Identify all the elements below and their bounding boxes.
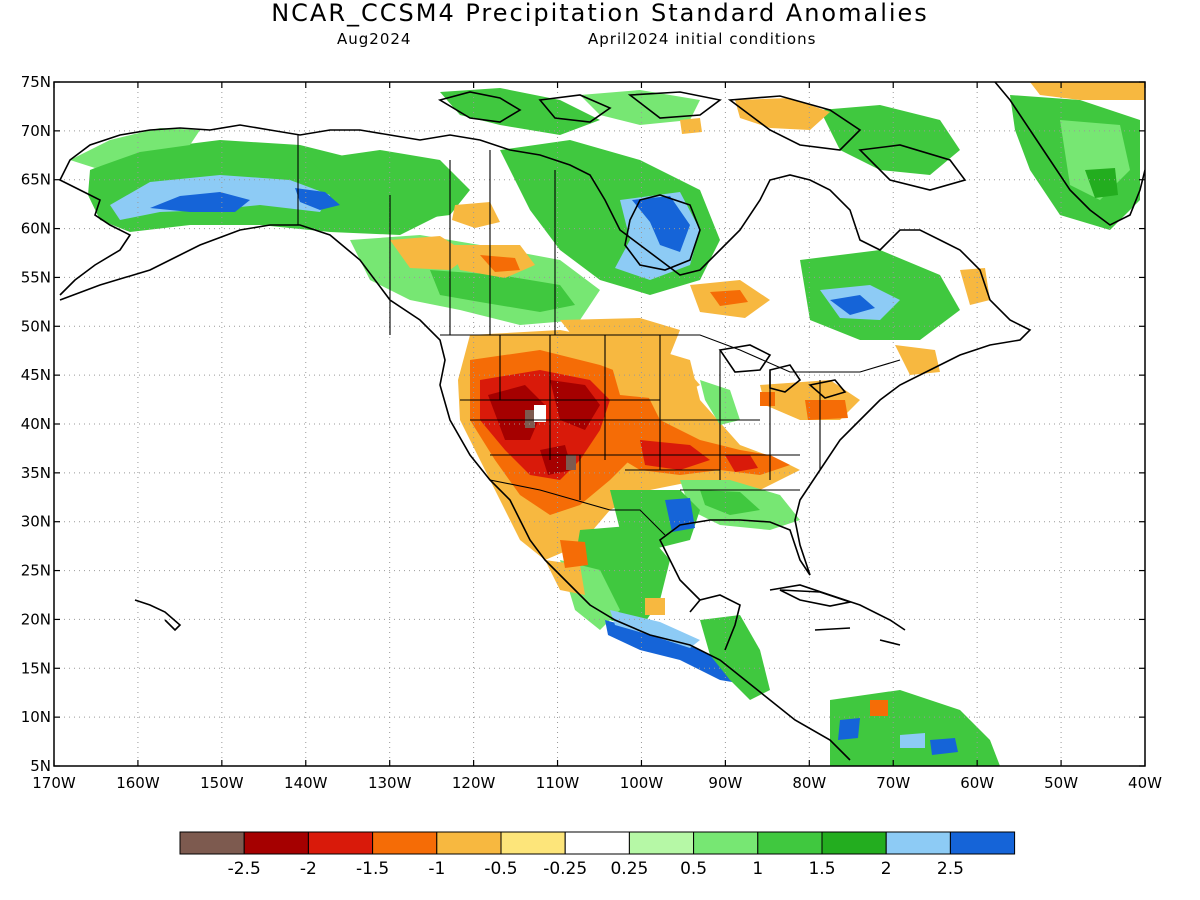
north-america-coastline (58, 124, 1032, 761)
lon-tick-label: 130W (368, 774, 412, 792)
lon-tick-label: 170W (32, 774, 76, 792)
lat-tick-label: 15N (21, 659, 51, 677)
lat-tick-label: 35N (21, 464, 51, 482)
latitude-axis: 75N 70N 65N 60N 55N 50N 45N 40N 35N 30N 25N 20N 15N 1… (21, 73, 1145, 775)
us-state-lines (460, 335, 821, 500)
us-mexico-border (489, 479, 666, 536)
init-conditions: April2024 initial conditions (588, 30, 817, 48)
lon-tick-label: 70W (876, 774, 910, 792)
lon-tick-label: 90W (708, 774, 742, 792)
colorbar-label: 0.25 (610, 859, 648, 879)
political-borders (297, 135, 901, 536)
cuba (779, 589, 854, 607)
anomaly-shading (70, 82, 1145, 766)
lat-tick-label: 55N (21, 268, 51, 286)
longitude-axis: 170W 160W 150W 140W 130W 120W 110W 100W 90W 80W 70… (32, 82, 1162, 792)
alaska-very-wet-core (150, 188, 340, 212)
map-title: NCAR_CCSM4 Precipitation Standard Anomal… (271, 0, 929, 27)
lat-tick-label: 60N (21, 220, 51, 238)
colorbar-swatch (628, 831, 695, 855)
colorbar-label: 1 (752, 859, 763, 879)
arctic-islands (437, 91, 967, 191)
lat-tick-label: 20N (21, 610, 51, 628)
colorbar-label: 2 (881, 859, 892, 879)
lon-tick-label: 40W (1128, 774, 1162, 792)
lon-tick-label: 150W (200, 774, 244, 792)
lat-tick-label: 45N (21, 366, 51, 384)
colorbar-label: -2.5 (228, 859, 261, 879)
lon-tick-label: 80W (792, 774, 826, 792)
colorbar-label: 1.5 (808, 859, 835, 879)
hudson-bay (624, 194, 701, 271)
lat-tick-label: 50N (21, 317, 51, 335)
colorbar-label: -0.25 (543, 859, 587, 879)
colorbar-swatch (885, 831, 951, 855)
lon-tick-label: 50W (1044, 774, 1078, 792)
colorbar-label: -0.5 (484, 859, 517, 879)
lat-tick-label: 30N (21, 513, 51, 531)
valid-month: Aug2024 (337, 30, 412, 48)
colorbar-swatch (500, 831, 566, 855)
lat-tick-label: 25N (21, 562, 51, 580)
colorbar-swatch (564, 831, 630, 855)
colorbar-label: 0.5 (680, 859, 707, 879)
colorbar-label: 2.5 (937, 859, 964, 879)
lon-tick-label: 100W (620, 774, 664, 792)
lon-tick-label: 140W (284, 774, 328, 792)
canada-province-lines (389, 150, 556, 335)
colorbar-swatch (693, 831, 759, 855)
lat-tick-label: 75N (21, 73, 51, 91)
colorbar-label: -1 (428, 859, 445, 879)
lat-tick-label: 65N (21, 171, 51, 189)
mexico-pacific-wet-core (605, 620, 750, 685)
greenland-coastline (994, 82, 1145, 226)
colorbar-swatch (821, 831, 887, 855)
lat-tick-label: 5N (30, 757, 51, 775)
colorbar-swatch (179, 831, 245, 855)
colorbar-swatch (757, 831, 823, 855)
us-canada-border (440, 334, 901, 373)
lon-tick-label: 120W (452, 774, 496, 792)
lat-tick-label: 70N (21, 122, 51, 140)
gridlines (54, 82, 1145, 766)
lat-tick-label: 10N (21, 708, 51, 726)
colorbar-swatch (243, 831, 309, 855)
colorbar-swatch (307, 831, 374, 855)
lon-tick-label: 110W (536, 774, 580, 792)
colorbar-swatch (436, 831, 502, 855)
colorbar-swatch (372, 831, 438, 855)
lon-tick-label: 60W (960, 774, 994, 792)
lat-tick-label: 40N (21, 415, 51, 433)
colorbar-label: -1.5 (356, 859, 389, 879)
colorbar-swatch (949, 831, 1016, 855)
lon-tick-label: 160W (116, 774, 160, 792)
hawaii (134, 599, 182, 632)
colorbar-label: -2 (300, 859, 317, 879)
colorbar: -2.5 -2 -1.5 -1 -0.5 -0.25 0.25 0.5 1 1.5 2 2.5 (179, 831, 1016, 879)
